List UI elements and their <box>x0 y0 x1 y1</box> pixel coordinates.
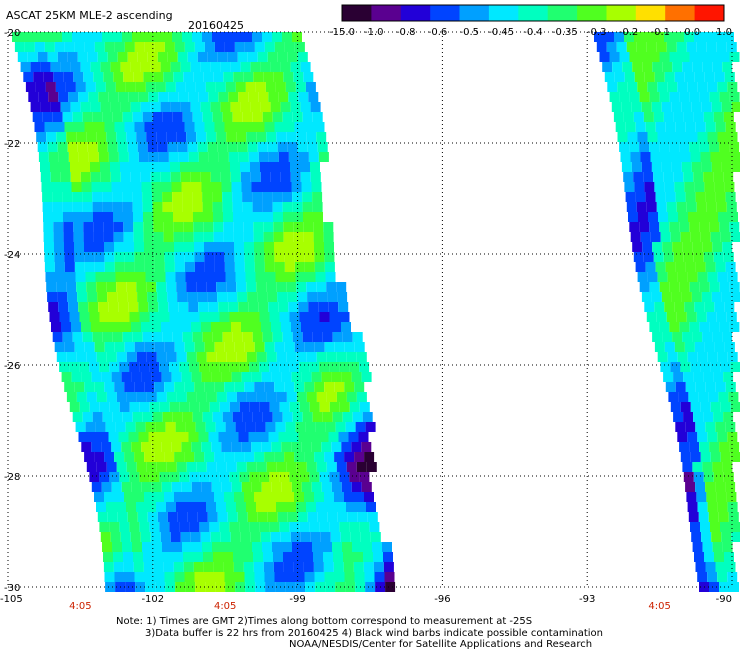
colorbar-swatch <box>400 5 431 21</box>
lat-tick-label: -24 <box>4 250 20 261</box>
colorbar-label: -0.35 <box>552 27 578 38</box>
lon-tick-label: -93 <box>579 594 595 605</box>
lon-tick-label: -99 <box>289 594 305 605</box>
colorbar-swatch <box>430 5 461 21</box>
lon-tick-label: -90 <box>716 594 732 605</box>
time-label: 4:05 <box>214 601 236 612</box>
colorbar-label: -0.8 <box>396 27 416 38</box>
lat-tick-label: -28 <box>4 472 20 483</box>
time-label: 4:05 <box>648 601 670 612</box>
colorbar-label: -0.1 <box>651 27 671 38</box>
lat-tick-label: -22 <box>4 139 20 150</box>
colorbar-label: -15.0 <box>329 27 355 38</box>
colorbar-swatch <box>635 5 666 21</box>
colorbar-label: -0.6 <box>428 27 448 38</box>
colorbar-swatch <box>665 5 696 21</box>
colorbar-swatch <box>606 5 637 21</box>
time-label: 4:05 <box>69 601 91 612</box>
colorbar-label: -0.2 <box>619 27 639 38</box>
colorbar-label: -1.0 <box>364 27 384 38</box>
colorbar-label: -0.45 <box>488 27 514 38</box>
colorbar-swatch <box>488 5 519 21</box>
lat-tick-label: -20 <box>4 28 20 39</box>
lon-tick-label: -105 <box>0 594 23 605</box>
lon-tick-label: -96 <box>434 594 450 605</box>
colorbar-frame <box>341 4 725 22</box>
colorbar-swatch <box>547 5 578 21</box>
colorbar-swatch <box>577 5 607 21</box>
colorbar: -15.0 -1.0 -0.8 -0.6 -0.5 -0.45 -0.4 -0.35 -0.3 -… <box>329 4 732 38</box>
colorbar-label: -0.4 <box>523 27 543 38</box>
colorbar-swatch <box>518 5 549 21</box>
product-date: 20160425 <box>188 19 244 32</box>
colorbar-label: -0.5 <box>460 27 480 38</box>
lon-tick-label: -102 <box>141 594 164 605</box>
note-line-1: Note: 1) Times are GMT 2)Times along bot… <box>116 616 533 627</box>
colorbar-label: -0.3 <box>587 27 607 38</box>
colorbar-swatch <box>459 5 490 21</box>
colorbar-label: 0.0 <box>684 27 700 38</box>
grid <box>7 31 733 588</box>
lat-tick-label: -30 <box>4 583 20 594</box>
note-line-2: 3)Data buffer is 22 hrs from 20160425 4)… <box>145 628 603 639</box>
note-line-3: NOAA/NESDIS/Center for Satellite Applica… <box>289 639 593 650</box>
colorbar-swatch <box>371 5 402 21</box>
lat-tick-label: -26 <box>4 361 20 372</box>
swath-cells <box>12 32 740 592</box>
colorbar-label: 1.0 <box>716 27 732 38</box>
product-title: ASCAT 25KM MLE-2 ascending <box>6 9 173 22</box>
colorbar-swatch <box>694 5 725 21</box>
colorbar-swatch <box>342 5 372 21</box>
